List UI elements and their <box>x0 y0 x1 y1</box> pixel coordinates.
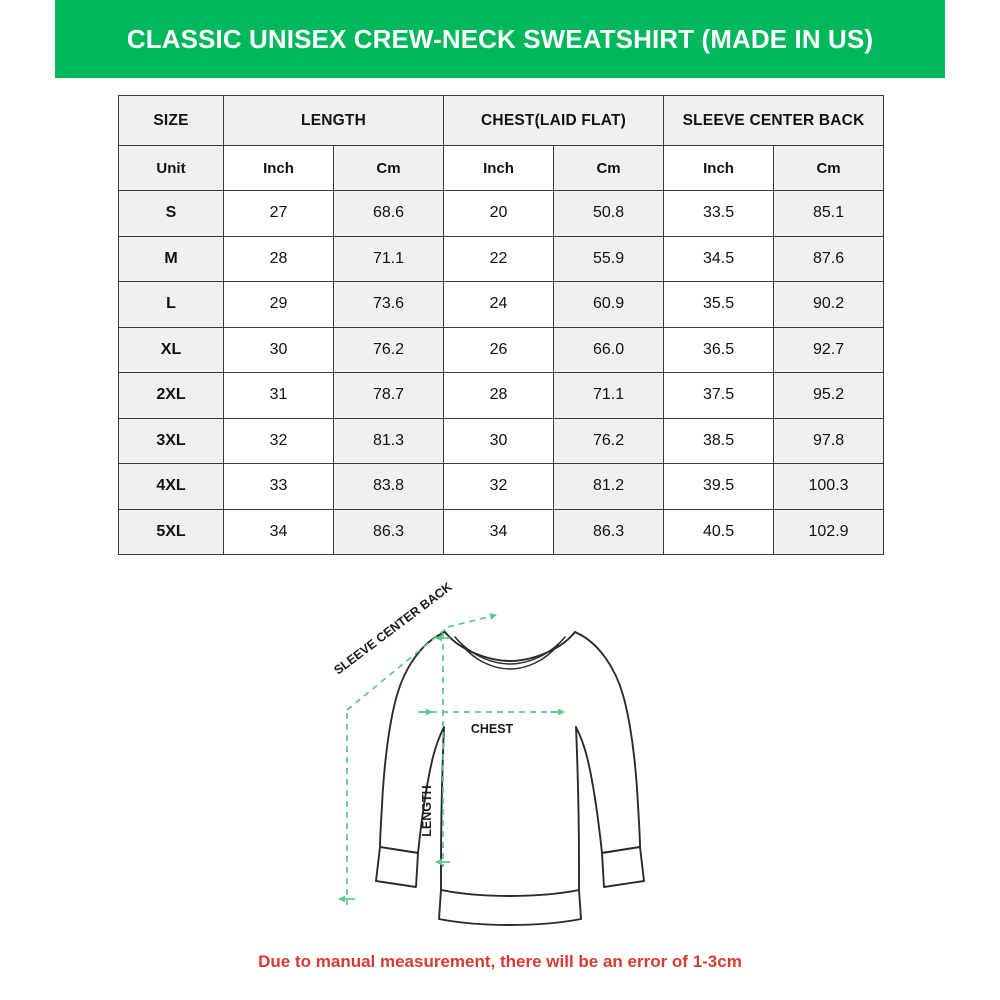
cell-size: 2XL <box>118 372 224 419</box>
measurement-arrowheads <box>338 634 565 903</box>
cell-sleeve-cm: 102.9 <box>773 508 885 555</box>
collar-rib-line-1 <box>454 636 566 665</box>
sweatshirt-measurement-diagram: SLEEVE CENTER BACK CHEST LENGTH <box>300 575 720 935</box>
cell-size: 3XL <box>118 417 224 464</box>
cell-length-cm: 86.3 <box>332 508 445 555</box>
table-row: 2XL 31 78.7 28 71.1 37.5 95.2 <box>118 372 885 419</box>
table-row: XL 30 76.2 26 66.0 36.5 92.7 <box>118 326 885 373</box>
right-cuff <box>601 846 645 888</box>
column-header-sleeve: SLEEVE CENTER BACK <box>663 95 885 146</box>
cell-sleeve-cm: 95.2 <box>773 372 885 419</box>
cell-length-cm: 76.2 <box>332 326 445 373</box>
unit-header-sleeve-inch: Inch <box>663 145 775 191</box>
sleeve-arrow-guide <box>447 613 497 628</box>
table-row: S 27 68.6 20 50.8 33.5 85.1 <box>118 190 885 237</box>
garment-body-path <box>379 631 641 897</box>
table-body: S 27 68.6 20 50.8 33.5 85.1 M 28 71.1 22… <box>118 190 885 555</box>
cell-chest-cm: 71.1 <box>553 372 665 419</box>
table-row: 5XL 34 86.3 34 86.3 40.5 102.9 <box>118 508 885 555</box>
cell-sleeve-cm: 100.3 <box>773 463 885 510</box>
unit-header-sleeve-cm: Cm <box>773 145 885 191</box>
unit-header-length-cm: Cm <box>332 145 445 191</box>
cell-chest-in: 28 <box>443 372 555 419</box>
table-row: 3XL 32 81.3 30 76.2 38.5 97.8 <box>118 417 885 464</box>
cell-size: 4XL <box>118 463 224 510</box>
cell-length-in: 33 <box>223 463 334 510</box>
cell-length-in: 29 <box>223 281 334 328</box>
cell-size: XL <box>118 326 224 373</box>
label-chest: CHEST <box>471 722 514 736</box>
table-row: M 28 71.1 22 55.9 34.5 87.6 <box>118 235 885 282</box>
table-group-header-row: SIZE LENGTH CHEST(LAID FLAT) SLEEVE CENT… <box>118 95 885 146</box>
unit-header-length-inch: Inch <box>223 145 334 191</box>
column-header-chest: CHEST(LAID FLAT) <box>443 95 665 146</box>
cell-chest-cm: 60.9 <box>553 281 665 328</box>
cell-chest-cm: 76.2 <box>553 417 665 464</box>
sweatshirt-outline <box>375 631 645 926</box>
collar-rib-line-2 <box>461 644 559 670</box>
measurement-disclaimer: Due to manual measurement, there will be… <box>258 952 742 971</box>
cell-chest-cm: 50.8 <box>553 190 665 237</box>
column-header-length: LENGTH <box>222 95 445 146</box>
cell-chest-cm: 81.2 <box>553 463 665 510</box>
cell-sleeve-in: 34.5 <box>663 235 775 282</box>
page-title: CLASSIC UNISEX CREW-NECK SWEATSHIRT (MAD… <box>126 23 874 54</box>
cell-sleeve-cm: 92.7 <box>773 326 885 373</box>
cell-length-in: 32 <box>223 417 334 464</box>
cell-sleeve-cm: 87.6 <box>773 235 885 282</box>
size-chart-table: SIZE LENGTH CHEST(LAID FLAT) SLEEVE CENT… <box>118 95 885 555</box>
cell-sleeve-in: 38.5 <box>663 417 775 464</box>
cell-sleeve-in: 37.5 <box>663 372 775 419</box>
cell-chest-cm: 86.3 <box>553 508 665 555</box>
cell-length-cm: 78.7 <box>332 372 445 419</box>
cell-sleeve-cm: 90.2 <box>773 281 885 328</box>
cell-sleeve-in: 40.5 <box>663 508 775 555</box>
unit-header-unit: Unit <box>118 145 224 191</box>
cell-size: M <box>118 235 224 282</box>
cell-sleeve-in: 33.5 <box>663 190 775 237</box>
size-table-container: SIZE LENGTH CHEST(LAID FLAT) SLEEVE CENT… <box>118 95 885 555</box>
cell-sleeve-cm: 85.1 <box>773 190 885 237</box>
cell-size: S <box>118 190 224 237</box>
table-unit-header-row: Unit Inch Cm Inch Cm Inch Cm <box>118 145 885 191</box>
bottom-hem-band <box>438 889 582 926</box>
unit-header-chest-inch: Inch <box>443 145 555 191</box>
cell-length-in: 34 <box>223 508 334 555</box>
cell-chest-in: 26 <box>443 326 555 373</box>
cell-sleeve-in: 36.5 <box>663 326 775 373</box>
cell-length-cm: 68.6 <box>332 190 445 237</box>
cell-sleeve-in: 35.5 <box>663 281 775 328</box>
table-row: L 29 73.6 24 60.9 35.5 90.2 <box>118 281 885 328</box>
cell-chest-cm: 66.0 <box>553 326 665 373</box>
column-header-size: SIZE <box>118 95 224 146</box>
table-head: SIZE LENGTH CHEST(LAID FLAT) SLEEVE CENT… <box>118 95 885 191</box>
cell-sleeve-in: 39.5 <box>663 463 775 510</box>
cell-chest-in: 32 <box>443 463 555 510</box>
cell-length-cm: 73.6 <box>332 281 445 328</box>
cell-length-in: 30 <box>223 326 334 373</box>
cell-length-cm: 71.1 <box>332 235 445 282</box>
header-banner: CLASSIC UNISEX CREW-NECK SWEATSHIRT (MAD… <box>55 0 945 78</box>
measurement-guides <box>346 613 562 905</box>
cell-length-in: 31 <box>223 372 334 419</box>
neck-opening-path <box>444 631 576 662</box>
cell-chest-in: 20 <box>443 190 555 237</box>
cell-chest-cm: 55.9 <box>553 235 665 282</box>
cell-length-cm: 81.3 <box>332 417 445 464</box>
unit-header-chest-cm: Cm <box>553 145 665 191</box>
cell-chest-in: 22 <box>443 235 555 282</box>
cell-length-in: 28 <box>223 235 334 282</box>
cell-size: L <box>118 281 224 328</box>
cell-size: 5XL <box>118 508 224 555</box>
cell-chest-in: 34 <box>443 508 555 555</box>
cell-length-cm: 83.8 <box>332 463 445 510</box>
cell-sleeve-cm: 97.8 <box>773 417 885 464</box>
cell-chest-in: 24 <box>443 281 555 328</box>
left-cuff <box>375 846 419 888</box>
cell-chest-in: 30 <box>443 417 555 464</box>
label-length: LENGTH <box>420 785 434 836</box>
table-row: 4XL 33 83.8 32 81.2 39.5 100.3 <box>118 463 885 510</box>
cell-length-in: 27 <box>223 190 334 237</box>
